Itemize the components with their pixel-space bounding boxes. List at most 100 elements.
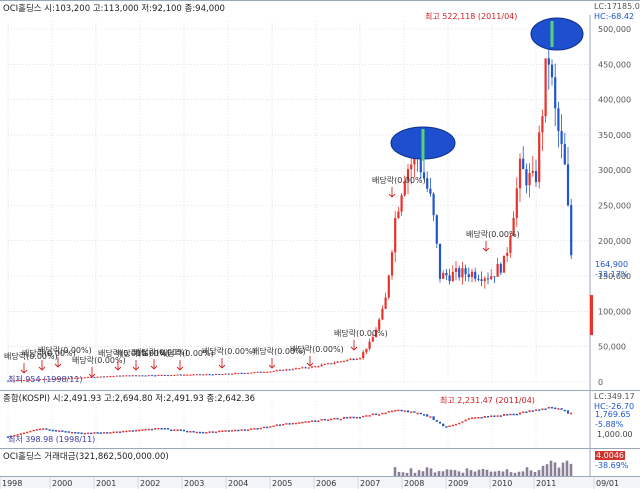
kospi-candle — [61, 430, 64, 432]
dividend-arrow — [176, 360, 184, 371]
kospi-candle — [512, 413, 515, 416]
candle-body — [118, 375, 122, 377]
candle-body — [99, 376, 102, 378]
x-tick-label: 2008 — [404, 479, 424, 488]
candle-body — [166, 375, 170, 377]
kospi-candle — [163, 428, 166, 430]
candle-body — [294, 368, 298, 370]
candle-body — [13, 380, 16, 382]
peak-highlight-2011 — [530, 17, 584, 51]
candle-body — [528, 172, 531, 186]
candle-body — [310, 366, 314, 368]
x-tick-label: 2011 — [536, 479, 556, 488]
candle-body — [429, 188, 432, 194]
dividend-label: 배당락(0.00%) — [22, 348, 76, 358]
candle-body — [374, 329, 378, 338]
candle-body — [285, 369, 288, 371]
candle-body — [275, 370, 278, 372]
kospi-candle — [541, 408, 544, 410]
candle-body — [403, 180, 406, 196]
candle-body — [394, 217, 397, 253]
kospi-candle — [147, 428, 150, 431]
candle-body — [134, 375, 138, 377]
kospi-candle — [38, 428, 42, 431]
kospi-candle — [314, 420, 317, 422]
candle-body — [445, 272, 448, 276]
candle-body — [358, 358, 362, 360]
kospi-candle — [486, 416, 490, 418]
volume-bar — [553, 462, 557, 476]
volume-bar — [433, 472, 437, 476]
volume-bar — [405, 472, 409, 476]
candle-body — [390, 252, 394, 276]
candle-body — [544, 58, 547, 117]
kospi-candle — [518, 412, 522, 415]
kospi-candle — [218, 430, 221, 433]
kospi-candle — [250, 428, 253, 430]
candle-body — [378, 319, 381, 330]
volume-chart[interactable] — [0, 449, 640, 477]
kospi-candle — [179, 429, 182, 431]
candle-body — [387, 275, 390, 298]
kospi-candle — [243, 429, 246, 431]
price-chart[interactable]: 500,000 450,000 400,000 350,000 300,000 250,0… — [0, 1, 640, 391]
kospi-candle — [246, 429, 250, 431]
kospi-candle — [400, 409, 403, 412]
kospi-candle — [51, 429, 54, 432]
kospi-candle — [483, 416, 486, 418]
candle-body — [90, 376, 93, 378]
kospi-candle — [64, 431, 67, 433]
candle-body — [227, 373, 230, 375]
candle-body — [566, 164, 570, 206]
kospi-candle — [515, 413, 518, 416]
y-tick-label: 250,000 — [598, 202, 631, 211]
kospi-candle — [403, 410, 406, 412]
volume-bar — [401, 472, 405, 476]
kospi-candle — [342, 416, 346, 419]
candle-body — [368, 341, 371, 349]
candle-body — [160, 374, 163, 376]
y-tick-label: 200,000 — [598, 237, 631, 246]
kospi-candle — [304, 421, 307, 423]
kospi-candle — [221, 430, 224, 432]
candle-body — [333, 362, 336, 364]
candle-body — [176, 374, 179, 376]
kospi-candle — [294, 422, 298, 425]
volume-bar — [445, 469, 449, 476]
kospi-candle — [10, 435, 13, 438]
kospi-candle — [67, 431, 70, 433]
kospi-candle — [189, 431, 192, 433]
kospi-candle — [493, 415, 496, 417]
candle-body — [45, 379, 48, 381]
kospi-candle — [333, 417, 336, 420]
kospi-candle — [496, 415, 499, 417]
kospi-candle — [192, 431, 195, 433]
y-tick-label: 500,000 — [598, 25, 631, 34]
x-tick-label: 2004 — [228, 479, 248, 488]
y-tick-label: 50,000 — [598, 343, 626, 352]
volume-bar — [465, 468, 469, 476]
kospi-candle — [144, 428, 147, 431]
volume-bar — [437, 471, 441, 476]
candle-body — [426, 178, 429, 189]
last-price: 164,900 — [595, 260, 629, 269]
kospi-candle — [125, 430, 128, 433]
kospi-candle — [330, 418, 333, 421]
dividend-label: 배당락(0.00%) — [134, 347, 188, 357]
candle-body — [218, 373, 221, 375]
kospi-candle — [365, 415, 368, 417]
kospi-candle — [378, 414, 381, 416]
dividend-label: 배당락(0.00%) — [98, 348, 152, 358]
dividend-arrow — [132, 360, 140, 371]
candle-body — [326, 363, 330, 365]
candle-body — [448, 275, 451, 282]
candle-body — [256, 371, 259, 373]
candle-body — [509, 235, 512, 253]
candle-body — [250, 372, 253, 374]
kospi-chart[interactable] — [0, 391, 640, 449]
kospi-high-note: 최고 2,231.47 (2011/04) — [440, 396, 535, 405]
kospi-candle — [160, 427, 163, 430]
candle-body — [211, 374, 214, 376]
kospi-candle — [45, 428, 48, 430]
